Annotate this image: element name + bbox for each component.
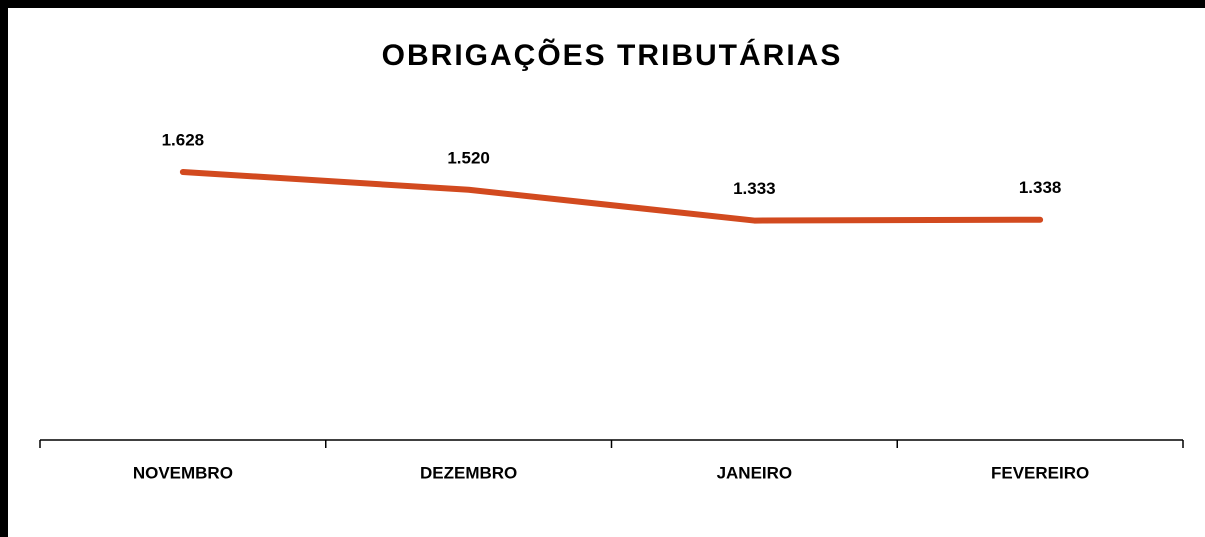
x-tick-label: DEZEMBRO — [420, 463, 517, 482]
data-line — [179, 169, 1044, 224]
data-label: 1.338 — [1019, 178, 1062, 197]
x-tick-label: JANEIRO — [717, 463, 793, 482]
chart-title: OBRIGAÇÕES TRIBUTÁRIAS — [382, 38, 843, 72]
x-tick-label: FEVEREIRO — [991, 463, 1089, 482]
data-label: 1.628 — [162, 130, 205, 149]
data-label: 1.520 — [447, 148, 490, 167]
data-label: 1.333 — [733, 179, 776, 198]
x-tick-label: NOVEMBRO — [133, 463, 233, 482]
